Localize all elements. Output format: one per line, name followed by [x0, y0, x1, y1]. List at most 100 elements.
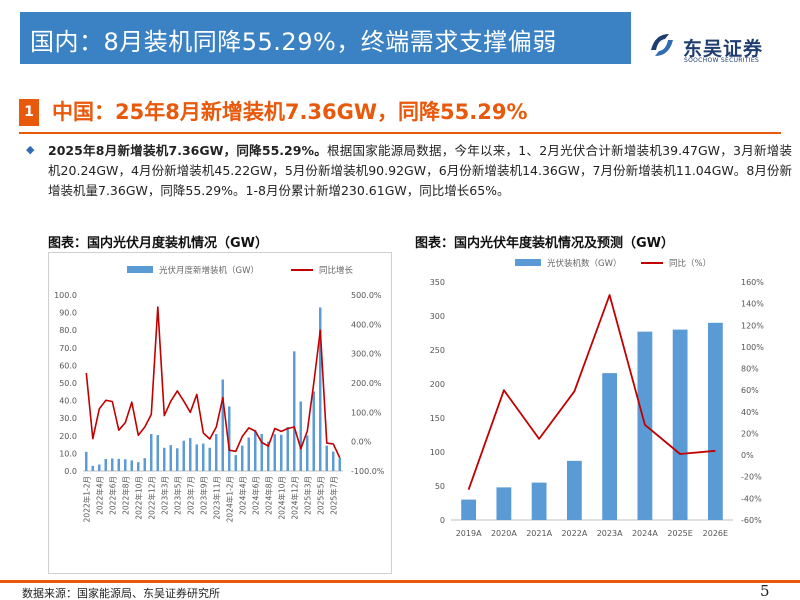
x-tick-label: 2019A: [456, 529, 482, 538]
y-left-tick-label: 300: [430, 312, 445, 321]
y-right-tick-label: 100.0%: [351, 408, 382, 417]
x-tick-label: 2024A: [632, 529, 658, 538]
monthly-chart-frame: 光伏月度新增装机（GW） 同比增长 0.0 10.0 20.0 30.0 40.0 50.0 6…: [48, 252, 392, 574]
bar-mark: [91, 465, 94, 471]
bar-mark: [332, 451, 335, 471]
y-left-tick-label: 250: [430, 346, 445, 355]
summary-lead: 2025年8月新增装机7.36GW，同降55.29%。: [48, 143, 327, 158]
x-tick-label: 2022年10月: [133, 476, 143, 520]
y-left-tick-label: 80.0: [59, 326, 77, 335]
x-tick-label: 2022A: [561, 529, 587, 538]
x-tick-label: 2023年11月: [211, 476, 221, 520]
bar-mark: [130, 460, 133, 471]
bar-mark: [234, 455, 237, 471]
y-right-tick-label: 400.0%: [351, 320, 382, 329]
legend-bar-label: 光伏月度新增装机（GW）: [159, 265, 259, 276]
y-right-tick-label: 140%: [741, 300, 764, 309]
bar-mark: [254, 430, 257, 471]
y-right-tick-label: 200.0%: [351, 379, 382, 388]
bar-mark: [241, 445, 244, 471]
bar-mark: [293, 351, 296, 471]
x-tick-label: 2025年5月: [315, 476, 325, 515]
x-tick-label: 2022年1-2月: [81, 476, 91, 522]
y-right-tick-label: -40%: [741, 494, 762, 503]
y-left-tick-label: 30.0: [59, 414, 77, 423]
bar-mark: [312, 391, 315, 471]
x-tick-label: 2024年10月: [276, 476, 286, 520]
x-tick-label: 2022年4月: [94, 476, 104, 515]
y-left-tick-label: 200: [430, 380, 445, 389]
x-tick-label: 2021A: [526, 529, 552, 538]
x-tick-label: 2024年4月: [237, 476, 247, 515]
x-tick-label: 2023年3月: [159, 476, 169, 515]
x-tick-label: 2022年6月: [107, 476, 117, 515]
bar-mark: [124, 459, 127, 471]
y-right-tick-label: 0%: [741, 451, 754, 460]
bar-mark: [104, 459, 107, 471]
legend-line-label: 同比（%）: [669, 258, 711, 269]
bar-mark: [176, 448, 179, 471]
bar-mark: [111, 458, 114, 471]
y-right-tick-label: -20%: [741, 473, 762, 482]
bar-mark: [531, 482, 547, 520]
x-tick-label: 2020A: [491, 529, 517, 538]
legend-line-label: 同比增长: [319, 265, 354, 276]
legend-bar-swatch: [127, 266, 153, 273]
bar-mark: [461, 499, 477, 520]
y-right-tick-label: 80%: [741, 365, 759, 374]
y-right-tick-label: 40%: [741, 408, 759, 417]
bar-mark: [143, 458, 146, 471]
x-tick-label: 2022年8月: [120, 476, 130, 515]
bar-mark: [273, 434, 276, 471]
x-tick-label: 2022年12月: [146, 476, 156, 520]
y-left-tick-label: 40.0: [59, 397, 77, 406]
bar-mark: [247, 437, 250, 471]
y-left-tick-label: 350: [430, 278, 445, 287]
y-left-tick-label: 100.0: [54, 291, 77, 300]
x-tick-label: 2025年7月: [328, 476, 338, 515]
logo-name-en: SOOCHOW SECURITIES: [684, 57, 760, 64]
diamond-bullet-icon: ◆: [26, 143, 35, 156]
y-left-tick-label: 0: [440, 516, 445, 525]
company-logo: 东吴证券 SOOCHOW SECURITIES: [645, 28, 785, 68]
x-tick-label: 2024年8月: [263, 476, 273, 515]
y-left-tick-label: 50: [435, 482, 445, 491]
x-tick-label: 2024年6月: [250, 476, 260, 515]
bar-mark: [286, 427, 289, 471]
data-source: 数据来源：国家能源局、东吴证券研究所: [22, 587, 220, 600]
y-right-tick-label: 120%: [741, 321, 764, 330]
y-right-tick-label: 160%: [741, 278, 764, 287]
y-left-tick-label: 50.0: [59, 379, 77, 388]
bar-mark: [496, 487, 512, 520]
summary-paragraph: 2025年8月新增装机7.36GW，同降55.29%。根据国家能源局数据，今年以…: [48, 141, 792, 201]
x-tick-label: 2025E: [667, 529, 692, 538]
monthly-chart-title: 图表：国内光伏月度装机情况（GW）: [48, 236, 269, 251]
x-tick-label: 2023年5月: [172, 476, 182, 515]
bar-mark: [156, 435, 159, 471]
section-number: 1: [19, 99, 39, 126]
bar-mark: [202, 443, 205, 471]
bar-mark: [228, 406, 231, 471]
bar-mark: [163, 447, 166, 471]
bar-mark: [602, 373, 618, 520]
y-right-tick-label: 300.0%: [351, 350, 382, 359]
y-right-tick-label: 100%: [741, 343, 764, 352]
y-left-tick-label: 0.0: [64, 467, 77, 476]
bar-mark: [117, 458, 120, 471]
bar-mark: [215, 434, 218, 471]
y-right-tick-label: -60%: [741, 516, 762, 525]
bar-mark: [98, 464, 101, 471]
monthly-install-chart: 光伏月度新增装机（GW） 同比增长 0.0 10.0 20.0 30.0 40.0 50.0 6…: [54, 265, 385, 522]
section-divider: [19, 132, 781, 134]
bar-mark: [195, 444, 198, 471]
y-left-tick-label: 60.0: [59, 361, 77, 370]
bar-mark: [325, 445, 328, 471]
x-tick-label: 2025年3月: [302, 476, 312, 515]
bar-mark: [169, 445, 172, 471]
series-line: [85, 306, 341, 459]
y-right-tick-label: 60%: [741, 386, 759, 395]
bar-mark: [221, 379, 224, 471]
y-left-tick-label: 20.0: [59, 432, 77, 441]
y-left-tick-label: 150: [430, 414, 445, 423]
logo-mark-icon: [651, 34, 673, 56]
